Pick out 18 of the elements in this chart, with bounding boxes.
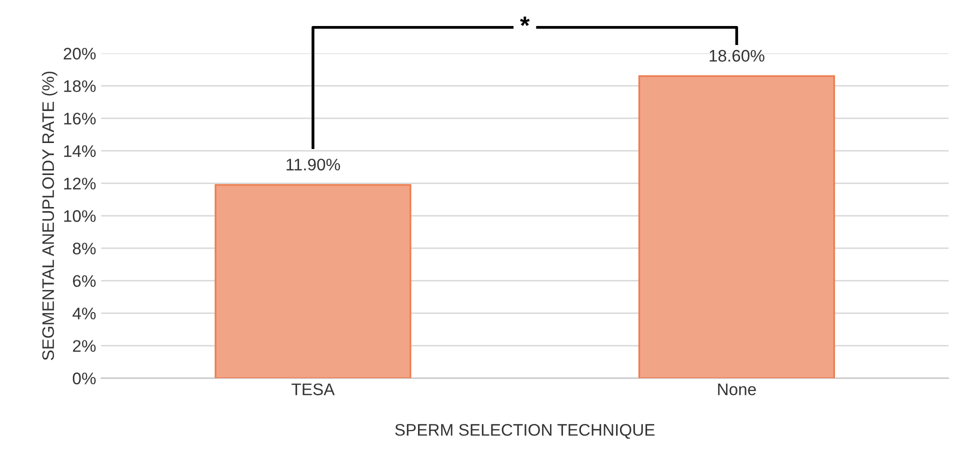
y-tick-label: 0% xyxy=(72,372,96,384)
y-tick-label: 20% xyxy=(64,48,96,60)
y-tick-label: 10% xyxy=(64,210,96,222)
y-tick-label: 2% xyxy=(73,340,96,352)
x-axis-title: SPERM SELECTION TECHNIQUE xyxy=(395,424,655,439)
y-tick-label: 6% xyxy=(73,275,96,287)
y-tick-label: 4% xyxy=(72,308,96,320)
x-tick-label: None xyxy=(718,384,756,396)
y-tick-label: 8% xyxy=(72,242,96,254)
text: * xyxy=(520,16,530,26)
data-label: 18.60% xyxy=(710,50,764,62)
x-tick-label: TESA xyxy=(292,383,335,396)
y-axis-title: SEGMENTAL ANEUPLOIDY RATE (%) xyxy=(42,72,58,360)
data-label: 11.90% xyxy=(286,158,340,170)
y-tick-label: 18% xyxy=(64,80,96,92)
y-tick-label: 12% xyxy=(64,178,96,190)
y-tick-label: 16% xyxy=(64,112,96,125)
y-tick-label: 14% xyxy=(64,145,96,157)
